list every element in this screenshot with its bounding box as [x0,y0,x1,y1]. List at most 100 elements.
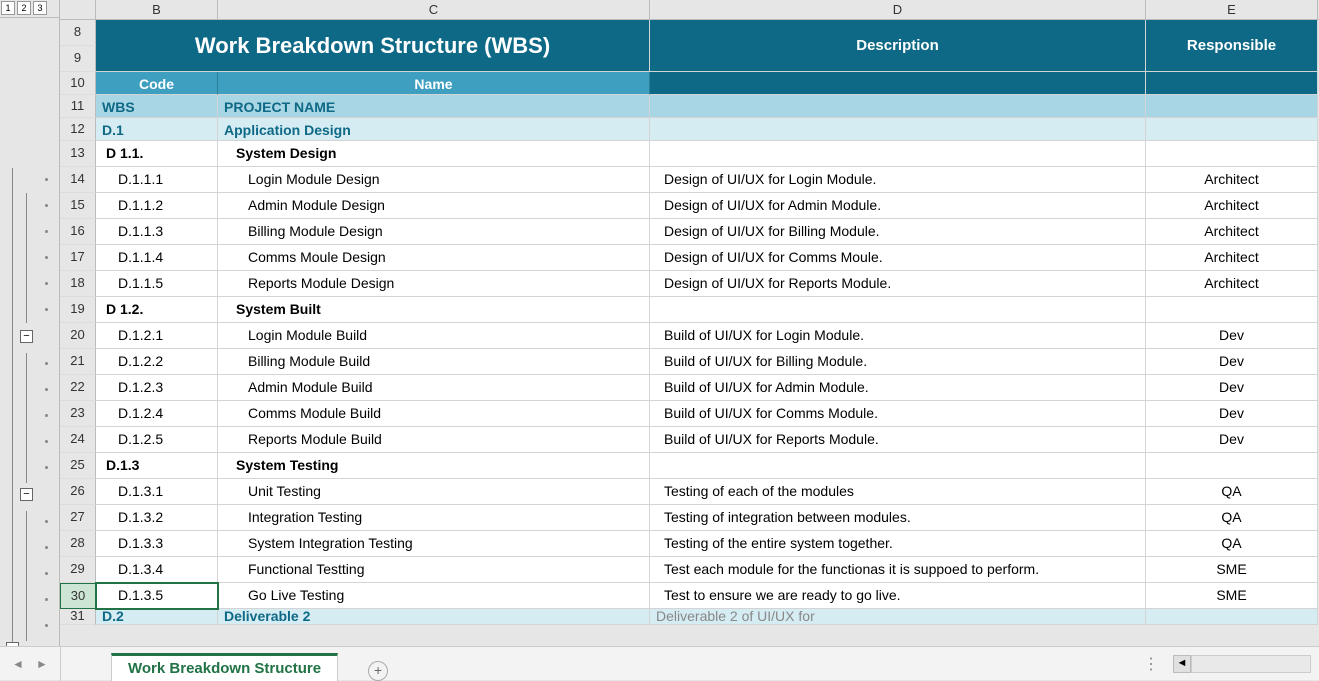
row-header[interactable]: 18 [60,271,96,297]
header-cell[interactable] [1146,72,1318,95]
cell[interactable]: D 1.2. [96,297,218,323]
row-header[interactable]: 24 [60,427,96,453]
cell[interactable]: Design of UI/UX for Billing Module. [650,219,1146,245]
cell[interactable]: Dev [1146,401,1318,427]
cell[interactable] [1146,118,1318,141]
sheet-tabs-menu-icon[interactable]: ⋮ [1143,654,1159,674]
column-header-c[interactable]: C [218,0,650,19]
cell[interactable]: Test to ensure we are ready to go live. [650,583,1146,609]
cell[interactable]: D.1.2.2 [96,349,218,375]
cell[interactable]: Build of UI/UX for Reports Module. [650,427,1146,453]
header-cell[interactable] [650,72,1146,95]
cell[interactable]: Test each module for the functionas it i… [650,557,1146,583]
cell[interactable] [1146,609,1318,625]
cell[interactable]: Architect [1146,271,1318,297]
cell[interactable]: Comms Module Build [218,401,650,427]
cell[interactable]: Billing Module Build [218,349,650,375]
cell[interactable]: D 1.1. [96,141,218,167]
cell[interactable]: System Built [218,297,650,323]
row-header[interactable]: 10 [60,72,96,95]
header-responsible[interactable]: Responsible [1146,20,1318,72]
sheet-tab[interactable]: Work Breakdown Structure [111,653,338,681]
row-header[interactable]: 19 [60,297,96,323]
header-description[interactable]: Description [650,20,1146,72]
cell[interactable]: Login Module Design [218,167,650,193]
row-header[interactable]: 30 [60,583,96,609]
row-header[interactable]: 26 [60,479,96,505]
cell[interactable]: D.1.1.1 [96,167,218,193]
column-header-d[interactable]: D [650,0,1146,19]
cell[interactable]: QA [1146,505,1318,531]
cell[interactable]: Testing of integration between modules. [650,505,1146,531]
cell[interactable]: Design of UI/UX for Reports Module. [650,271,1146,297]
row-header[interactable]: 25 [60,453,96,479]
cell[interactable] [1146,297,1318,323]
cell[interactable]: Architect [1146,167,1318,193]
cell[interactable]: SME [1146,557,1318,583]
cell[interactable]: Build of UI/UX for Comms Module. [650,401,1146,427]
row-header[interactable]: 20 [60,323,96,349]
cell[interactable]: D.1.2.5 [96,427,218,453]
cell[interactable]: Go Live Testing [218,583,650,609]
row-header[interactable]: 13 [60,141,96,167]
cell[interactable] [650,141,1146,167]
cell[interactable]: Build of UI/UX for Billing Module. [650,349,1146,375]
cell[interactable]: Architect [1146,193,1318,219]
row-header[interactable]: 9 [60,46,96,72]
cell[interactable]: Billing Module Design [218,219,650,245]
cell[interactable] [1146,141,1318,167]
cell[interactable] [1146,95,1318,118]
cell[interactable]: Reports Module Design [218,271,650,297]
cell[interactable]: QA [1146,479,1318,505]
cell[interactable]: D.1.3.1 [96,479,218,505]
cell[interactable]: Dev [1146,427,1318,453]
cell[interactable]: D.1.3.3 [96,531,218,557]
scroll-left-button[interactable]: ◄ [1173,655,1191,673]
cell[interactable]: Admin Module Build [218,375,650,401]
prev-sheet-button[interactable]: ◄ [12,657,24,671]
outline-collapse-button[interactable]: − [20,330,33,343]
cell[interactable] [1146,453,1318,479]
cell[interactable]: System Design [218,141,650,167]
cell[interactable]: Build of UI/UX for Admin Module. [650,375,1146,401]
row-header[interactable]: 29 [60,557,96,583]
cell[interactable]: Admin Module Design [218,193,650,219]
cell[interactable]: D.1.2.3 [96,375,218,401]
row-header[interactable]: 8 [60,20,96,46]
cell[interactable]: Build of UI/UX for Login Module. [650,323,1146,349]
cell[interactable]: WBS [96,95,218,118]
select-all-corner[interactable] [60,0,96,19]
cell[interactable]: Dev [1146,349,1318,375]
row-header[interactable]: 16 [60,219,96,245]
cell[interactable]: Design of UI/UX for Login Module. [650,167,1146,193]
cell[interactable]: System Integration Testing [218,531,650,557]
cell[interactable]: Application Design [218,118,650,141]
cell[interactable]: D.2 [96,609,218,625]
cell[interactable]: PROJECT NAME [218,95,650,118]
cell[interactable] [650,297,1146,323]
cell[interactable]: D.1.2.4 [96,401,218,427]
cell[interactable]: D.1.2.1 [96,323,218,349]
cell[interactable] [650,118,1146,141]
outline-level-3-button[interactable]: 3 [33,1,47,15]
row-header[interactable]: 28 [60,531,96,557]
subheader-name[interactable]: Name [218,72,650,95]
cell[interactable]: D.1.3.2 [96,505,218,531]
next-sheet-button[interactable]: ► [36,657,48,671]
cell[interactable]: Deliverable 2 of UI/UX for [650,609,1146,625]
cell[interactable]: Deliverable 2 [218,609,650,625]
cell[interactable]: D.1.1.2 [96,193,218,219]
row-header[interactable]: 31 [60,609,96,625]
cell[interactable]: Dev [1146,323,1318,349]
cell[interactable]: Dev [1146,375,1318,401]
cell[interactable]: Unit Testing [218,479,650,505]
subheader-code[interactable]: Code [96,72,218,95]
cell[interactable]: SME [1146,583,1318,609]
cell[interactable]: System Testing [218,453,650,479]
row-header[interactable]: 11 [60,95,96,118]
cell[interactable]: D.1 [96,118,218,141]
cell[interactable]: D.1.3 [96,453,218,479]
cell[interactable]: Testing of each of the modules [650,479,1146,505]
cell[interactable]: Architect [1146,219,1318,245]
cell[interactable]: Integration Testing [218,505,650,531]
